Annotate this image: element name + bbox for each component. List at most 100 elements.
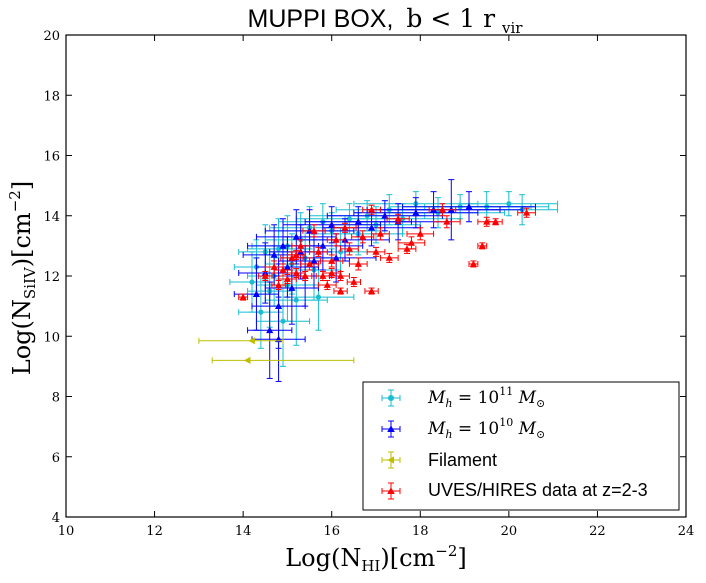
data-point [252, 290, 261, 297]
data-point [274, 302, 283, 310]
data-point [341, 224, 349, 231]
data-point [292, 269, 300, 276]
legend-entry-uves: UVES/HIRES data at z=2-3 [381, 480, 648, 500]
data-point [443, 218, 451, 225]
data-point [394, 215, 402, 222]
y-tick-label: 10 [43, 330, 60, 345]
data-point [407, 239, 416, 246]
data-point [478, 242, 486, 249]
data-point [483, 218, 491, 225]
x-tick-label: 24 [678, 524, 695, 539]
data-point [412, 209, 420, 216]
data-point [310, 257, 318, 264]
data-point [491, 218, 500, 225]
data-point [292, 251, 300, 258]
data-point [323, 281, 331, 288]
error-bar [238, 293, 249, 301]
data-point [354, 218, 362, 225]
legend-symbol-uves [381, 482, 401, 500]
data-point [416, 230, 424, 237]
data-point [319, 272, 327, 279]
data-point [283, 275, 292, 282]
data-point [367, 224, 376, 231]
error-bar [198, 337, 284, 344]
data-point [279, 242, 287, 249]
data-point [372, 248, 380, 255]
x-tick-label: 22 [589, 524, 606, 539]
data-point [469, 260, 478, 267]
data-point [465, 203, 473, 210]
legend-entry-mh11: Mh = 1011 M⊙ [381, 385, 545, 410]
y-tick-label: 18 [43, 89, 60, 104]
data-point [266, 326, 274, 334]
legend-label-filament: Filament [428, 450, 497, 470]
x-axis-label: Log(NHI)[cm−2] [285, 542, 467, 575]
data-point [332, 236, 340, 243]
legend: Mh = 1011 M⊙ Mh = 1010 M⊙ Filament UVES/… [362, 381, 680, 511]
data-point [248, 337, 255, 345]
plot-data [198, 179, 559, 382]
legend-entry-mh10: Mh = 1010 M⊙ [381, 416, 545, 441]
data-point [239, 293, 247, 300]
legend-symbol-mh11 [381, 389, 401, 407]
data-point [354, 260, 362, 267]
data-point [376, 230, 385, 237]
data-point [522, 209, 531, 216]
data-point [243, 356, 251, 364]
data-point [336, 287, 345, 294]
data-point [338, 249, 344, 255]
data-point [345, 245, 354, 252]
x-tick-label: 16 [323, 524, 340, 539]
y-tick-label: 4 [52, 511, 60, 526]
data-point [261, 272, 269, 279]
data-point [301, 272, 309, 279]
data-point [310, 227, 318, 234]
data-point [258, 309, 264, 315]
y-tick-label: 8 [52, 391, 60, 406]
y-tick-label: 16 [43, 150, 60, 165]
legend-label-mh10: Mh = 1010 M⊙ [427, 416, 545, 441]
data-point [315, 294, 321, 300]
chart-title: MUPPI BOX, b < 1 r vir [248, 4, 524, 37]
data-point [288, 254, 296, 261]
x-tick-label: 18 [412, 524, 429, 539]
data-point [328, 257, 336, 264]
error-bar [364, 287, 379, 295]
x-tick-label: 10 [58, 524, 75, 539]
legend-symbol-mh10 [381, 420, 401, 438]
legend-label-uves: UVES/HIRES data at z=2-3 [428, 480, 648, 500]
legend-box [362, 381, 680, 511]
x-tick-label: 12 [146, 524, 163, 539]
data-point [280, 318, 286, 324]
y-axis-label: Log(NSiIV)[cm−2] [6, 181, 39, 375]
data-point [305, 260, 314, 267]
data-point [276, 246, 282, 252]
error-bar [211, 357, 355, 364]
x-tick-label: 20 [501, 524, 518, 539]
legend-marker [387, 487, 395, 495]
data-point [367, 206, 376, 213]
series-3 [198, 337, 355, 364]
data-point [350, 278, 358, 285]
axis-ticks: 10 12 14 16 18 20 22 24 4 6 8 10 12 14 16 18 20 [43, 29, 694, 539]
data-point [385, 254, 393, 261]
data-point [274, 281, 283, 288]
legend-symbol-filament [381, 451, 401, 469]
series-4 [238, 203, 536, 301]
data-point [297, 242, 305, 249]
y-tick-label: 12 [43, 270, 60, 285]
data-point [314, 248, 323, 255]
error-bar [346, 277, 361, 288]
y-tick-label: 20 [43, 29, 60, 44]
data-point [346, 216, 352, 222]
data-point [279, 266, 287, 273]
y-tick-label: 6 [52, 451, 60, 466]
data-point [403, 245, 411, 252]
data-point [367, 287, 376, 294]
legend-marker [387, 425, 395, 433]
legend-label-mh11: Mh = 1011 M⊙ [427, 385, 545, 410]
data-point [249, 279, 255, 285]
x-tick-label: 14 [235, 524, 252, 539]
data-point [293, 297, 299, 303]
